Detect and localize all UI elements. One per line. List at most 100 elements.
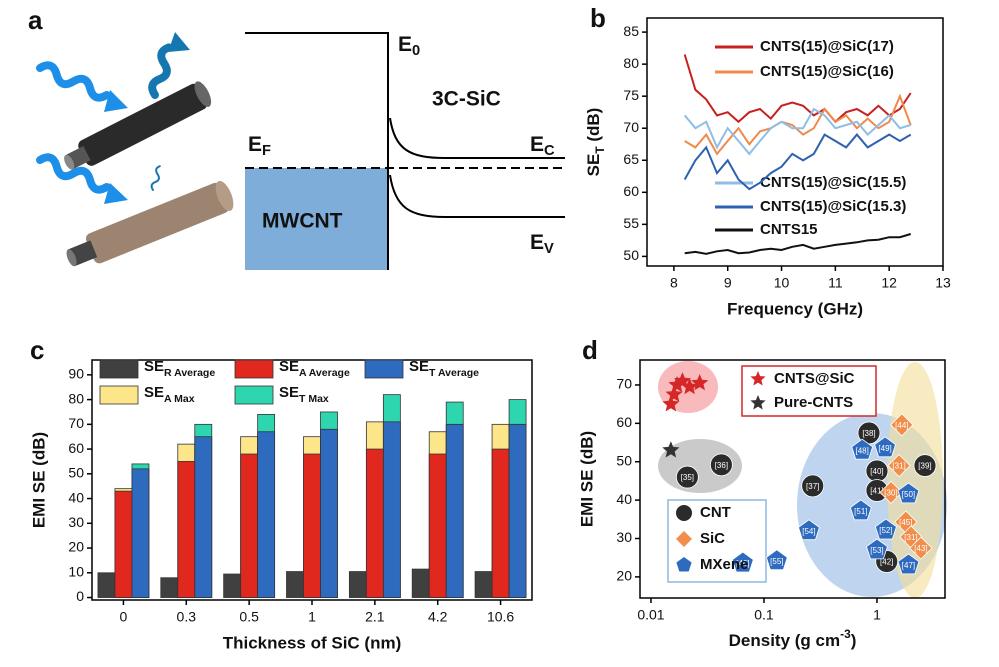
legend-label: CNTS(15)@SiC(15.3) (760, 198, 906, 215)
cnt-tube (64, 81, 212, 170)
bar (491, 448, 510, 598)
y-tick-label: 20 (68, 539, 84, 555)
x-axis-label: Frequency (GHz) (727, 299, 863, 318)
marker (909, 536, 933, 560)
legend-label: SET Max (279, 384, 329, 405)
marker (765, 549, 788, 571)
legend-label: CNTS(15)@SiC(16) (760, 63, 894, 80)
marker (897, 482, 920, 504)
marker (676, 505, 692, 521)
point-label: [31] (892, 462, 905, 471)
x-tick-label: 2.1 (365, 609, 385, 625)
point-label: [44] (895, 421, 908, 430)
x-tick-label: 10 (774, 275, 790, 291)
point-label: [53] (870, 546, 883, 555)
y-tick-label: 70 (623, 119, 639, 135)
bar (348, 571, 367, 598)
y-tick-label: 55 (623, 215, 639, 231)
band-edge (245, 32, 389, 270)
bar (177, 461, 196, 598)
y-tick-label: 60 (616, 414, 632, 430)
panel-label: a (28, 5, 43, 35)
bar (97, 572, 116, 598)
x-tick-label: 0 (120, 609, 128, 625)
marker (851, 438, 874, 460)
bar (411, 568, 430, 598)
x-axis-label: Thickness of SiC (nm) (223, 633, 402, 652)
x-tick-label: 13 (935, 275, 951, 291)
marker (665, 385, 683, 402)
e0-label: E0 (398, 33, 420, 59)
material-label: 3C-SiC (432, 88, 501, 111)
point-label: [48] (856, 446, 869, 455)
marker (887, 454, 911, 478)
bar (474, 571, 493, 598)
y-tick-label: 90 (68, 366, 84, 382)
series-line (684, 233, 911, 255)
legend-label: SiC (700, 530, 725, 547)
bar (303, 453, 321, 598)
point-label: [47] (902, 561, 915, 570)
point-label: [35] (681, 473, 694, 482)
y-tick-label: 40 (68, 489, 84, 505)
valence-band (389, 174, 565, 218)
y-tick-label: 40 (616, 491, 632, 507)
bar (223, 573, 242, 598)
x-tick-label: 10.6 (487, 609, 514, 625)
x-tick-label: 0.3 (177, 609, 197, 625)
point-label: [40] (870, 467, 883, 476)
legend-box (741, 365, 877, 417)
point-label: [42] (880, 558, 893, 567)
point-label: [54] (802, 527, 815, 536)
legend-label: SEA Average (279, 358, 350, 379)
y-tick-label: 50 (68, 465, 84, 481)
bar (257, 431, 276, 598)
panel-label: c (30, 335, 44, 365)
y-tick-label: 75 (623, 87, 639, 103)
y-tick-label: 20 (616, 568, 632, 584)
point-label: [50] (902, 490, 915, 499)
x-tick-label: 0.5 (239, 609, 259, 625)
marker (668, 376, 686, 393)
point-label: [52] (879, 526, 892, 535)
point-label: [37] (806, 482, 819, 491)
y-tick-label: 30 (616, 529, 632, 545)
legend-swatch (234, 385, 274, 405)
legend-swatch (364, 359, 404, 379)
legend-label: CNTS(15)@SiC(15.5) (760, 174, 906, 191)
point-label: [51] (854, 507, 867, 516)
bar (320, 428, 338, 598)
y-tick-label: 80 (623, 55, 639, 71)
series-line (684, 93, 912, 156)
panel-label: b (590, 3, 606, 33)
marker (676, 557, 692, 572)
legend-swatch (99, 359, 139, 379)
mwcnt-label: MWCNT (262, 210, 343, 233)
y-axis-label: EMI SE (dB) (29, 432, 48, 528)
marker (798, 519, 820, 541)
legend-swatch (99, 385, 139, 405)
bar (286, 571, 304, 598)
marker (731, 551, 754, 573)
bar (240, 453, 259, 598)
point-label: [31] (904, 533, 917, 542)
bar (194, 436, 213, 598)
marker (890, 413, 914, 437)
waves (36, 43, 173, 194)
y-tick-label: 70 (68, 415, 84, 431)
coated-tube (66, 180, 234, 267)
panel-label: d (582, 335, 598, 365)
bar (445, 423, 464, 598)
marker (750, 371, 766, 386)
x-tick-label: 1 (308, 609, 316, 625)
point-label: [45] (899, 518, 912, 527)
marker (662, 395, 680, 412)
bar (365, 448, 384, 598)
bar (428, 453, 447, 598)
legend-label: SET Average (409, 358, 479, 379)
point-label: [38] (862, 429, 875, 438)
legend-label: SEA Max (144, 384, 195, 405)
y-axis-label: EMI SE (dB) (577, 431, 596, 527)
legend-label: CNTS(15)@SiC(17) (760, 38, 894, 55)
x-tick-label: 0.01 (637, 607, 664, 623)
